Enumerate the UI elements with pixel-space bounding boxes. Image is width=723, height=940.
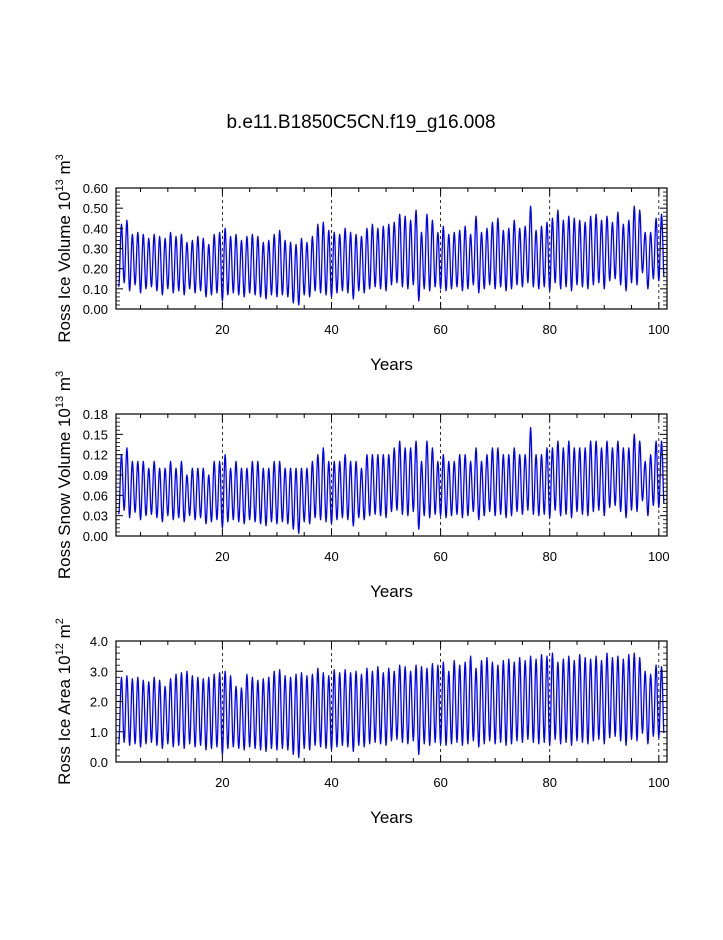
x-tick-label: 20 [215,549,229,564]
chart-panels: 20 40 60 80 100 0.00 0.10 0.20 0.30 0.40 0.50 0.60 Y… [54,154,670,827]
y-tick-label: 0.12 [83,448,108,463]
y-tick-label: 0.60 [83,181,108,196]
y-tick-label: 0.30 [83,242,108,257]
figure-title: b.e11.B1850C5CN.f19_g16.008 [226,112,495,133]
chart-panel-2: 20 40 60 80 100 0.00 0.03 0.06 0.09 0.12 0.15 0.18 Y… [54,371,670,601]
x-tick-label: 60 [433,549,447,564]
y-tick-label: 1.0 [90,725,108,740]
y-axis-label-exponent: 13 [54,179,66,191]
x-tick-label: 60 [433,775,447,790]
y-axis-label: Ross Ice Volume 1013 m3 [54,154,74,342]
data-series-line [118,426,665,534]
y-axis-label-unit: m [55,377,74,396]
y-axis-label-exponent: 13 [54,396,66,408]
y-tick-label: 0.03 [83,509,108,524]
x-tick-label: 60 [433,322,447,337]
y-axis-label: Ross Snow Volume 1013 m3 [54,371,74,579]
data-series-line [118,205,665,306]
y-tick-label: 0.20 [83,262,108,277]
x-tick-label: 20 [215,775,229,790]
x-tick-label: 100 [648,549,670,564]
y-axis-label-unit-exponent: 2 [54,618,66,624]
chart-panel-1: 20 40 60 80 100 0.00 0.10 0.20 0.30 0.40 0.50 0.60 Y… [54,154,670,374]
x-tick-label: 40 [324,775,338,790]
data-series-line [118,652,665,759]
x-tick-label: 40 [324,549,338,564]
y-tick-label: 0.06 [83,488,108,503]
y-tick-label: 0.00 [83,529,108,544]
x-tick-label: 40 [324,322,338,337]
x-tick-label: 80 [542,775,556,790]
x-tick-label: 80 [542,549,556,564]
y-tick-label: 0.15 [83,427,108,442]
x-tick-label: 80 [542,322,556,337]
y-tick-label: 0.00 [83,302,108,317]
y-tick-label: 3.0 [90,664,108,679]
x-tick-label: 100 [648,775,670,790]
y-tick-label: 0.50 [83,201,108,216]
y-axis-label: Ross Ice Area 1012 m2 [54,618,74,785]
x-axis-label: Years [370,355,413,374]
y-tick-label: 0.0 [90,755,108,770]
y-axis-label-exponent: 12 [54,643,66,655]
y-tick-label: 2.0 [90,695,108,710]
y-axis-label-unit: m [55,160,74,179]
y-axis-label-text: Ross Ice Area 10 [55,655,74,784]
y-tick-label: 0.10 [83,282,108,297]
y-tick-label: 0.40 [83,221,108,236]
y-tick-label: 4.0 [90,634,108,649]
y-tick-label: 0.18 [83,407,108,422]
y-axis-label-text: Ross Ice Volume 10 [55,192,74,343]
y-tick-label: 0.09 [83,468,108,483]
y-axis-label-unit: m [55,624,74,643]
x-axis-label: Years [370,582,413,601]
x-axis-label: Years [370,808,413,827]
x-tick-label: 100 [648,322,670,337]
y-axis-label-unit-exponent: 3 [54,154,66,160]
y-axis-label-text: Ross Snow Volume 10 [55,408,74,579]
y-axis-label-unit-exponent: 3 [54,371,66,377]
x-tick-label: 20 [215,322,229,337]
chart-panel-3: 20 40 60 80 100 0.0 1.0 2.0 3.0 4.0 Years Ross Ice … [54,618,670,827]
